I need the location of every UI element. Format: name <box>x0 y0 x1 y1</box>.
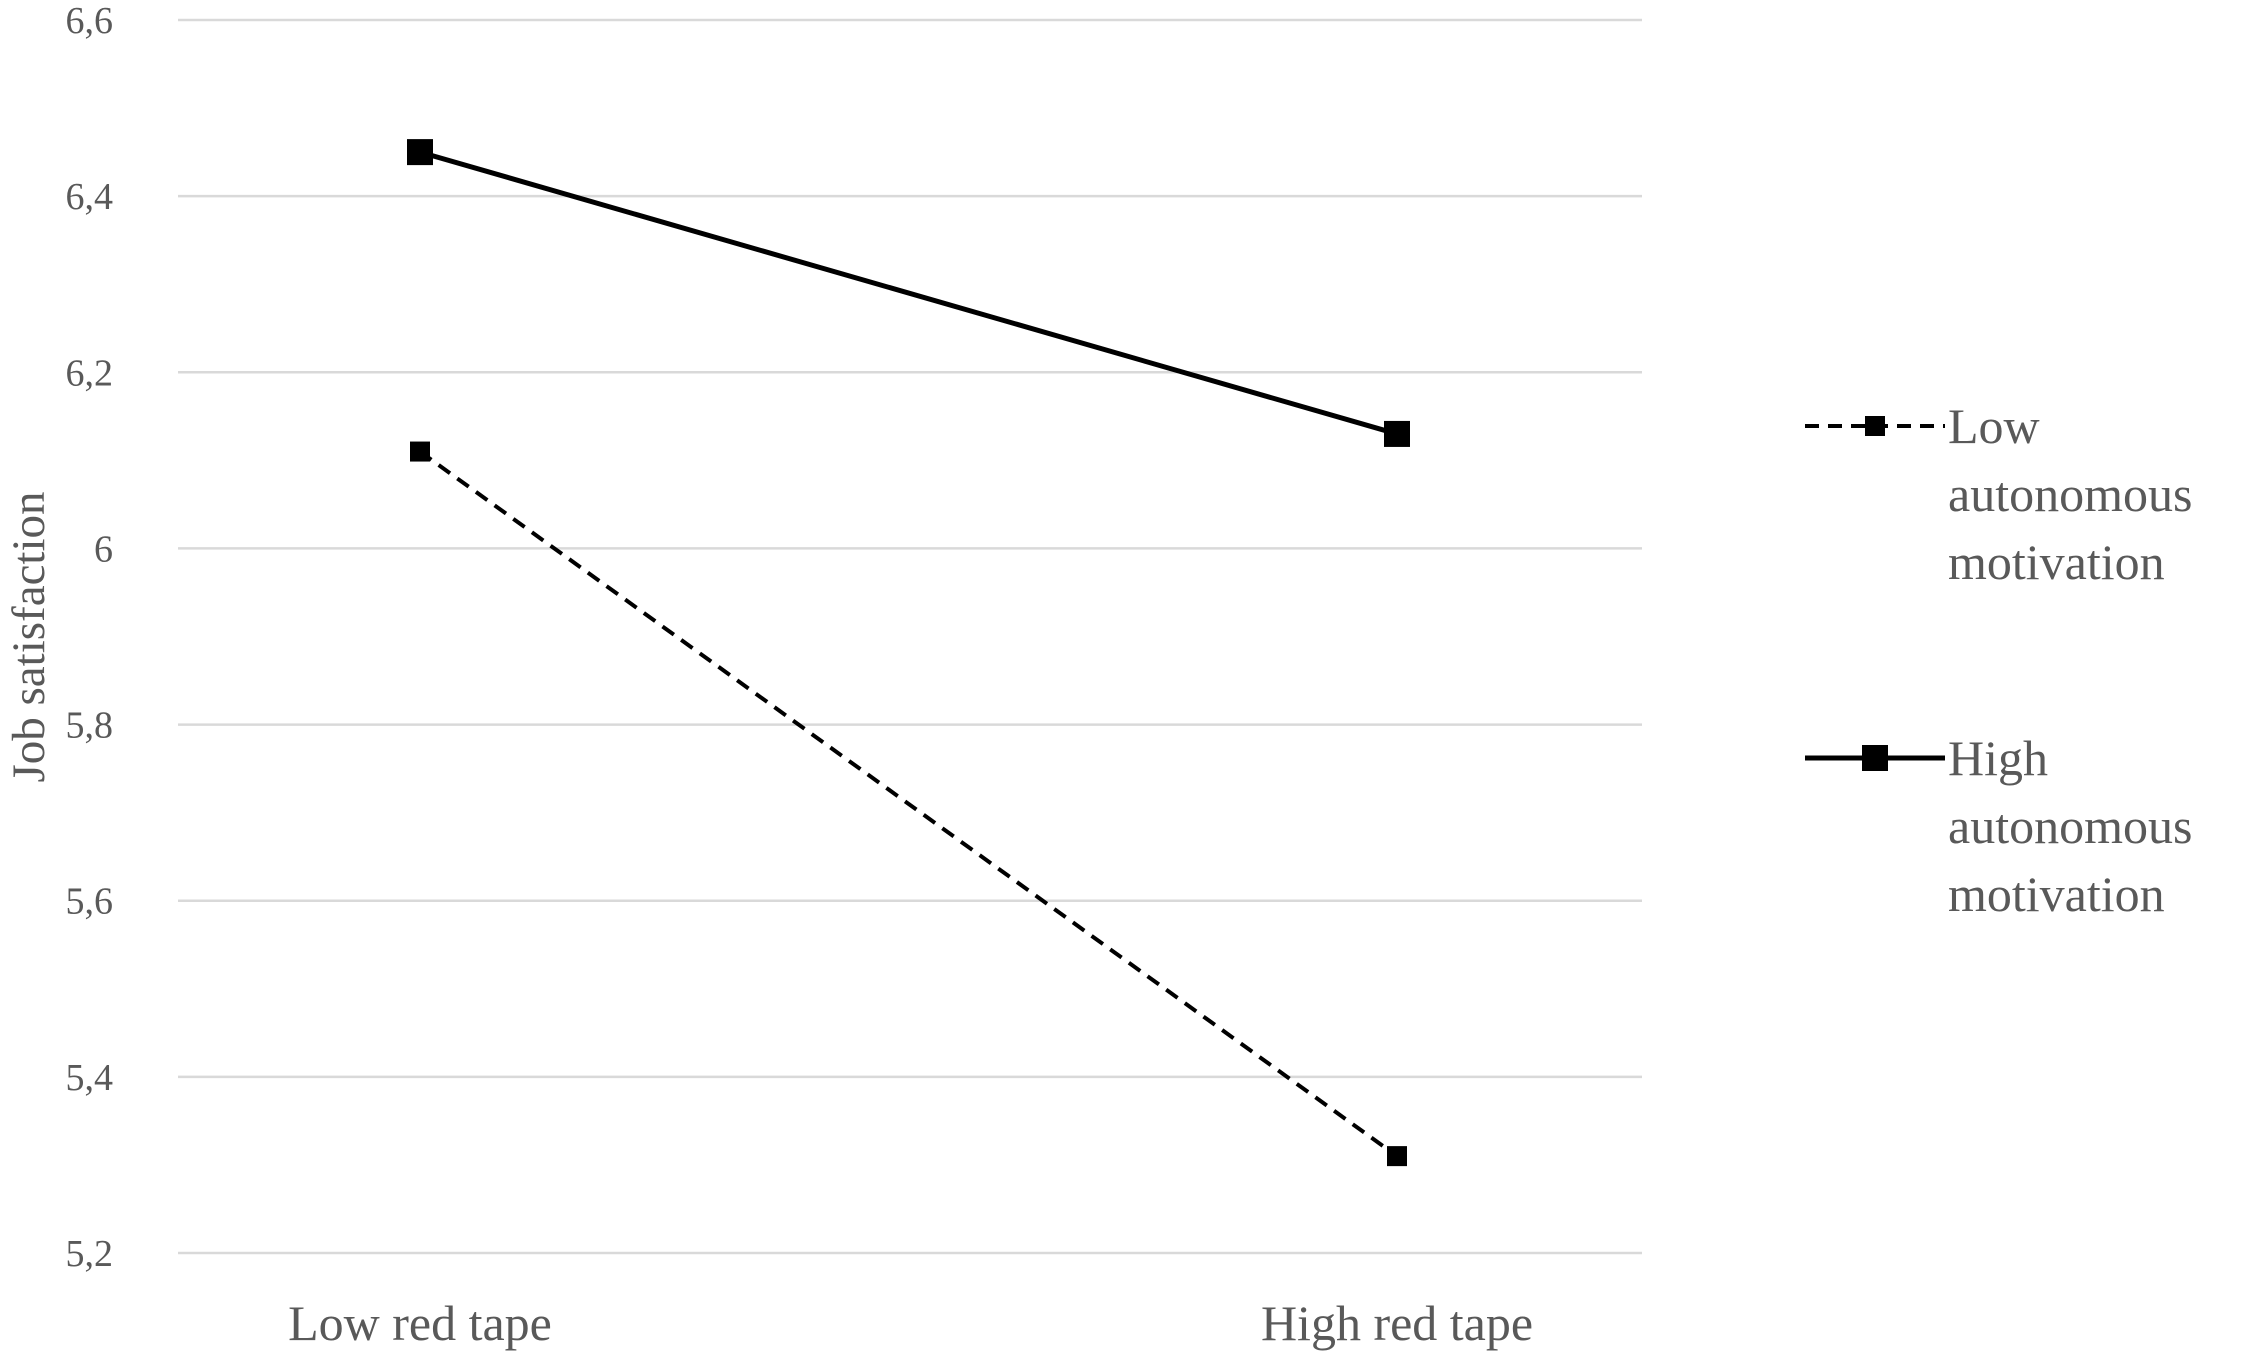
legend-label: Low <box>1948 398 2040 454</box>
legend-label: High <box>1948 730 2048 786</box>
legend-label: autonomous <box>1948 466 2192 522</box>
y-tick-label: 5,6 <box>66 881 114 923</box>
y-tick-label: 5,2 <box>66 1233 114 1275</box>
x-tick-label: Low red tape <box>288 1295 552 1351</box>
legend-label: motivation <box>1948 866 2165 922</box>
legend-item-low-autonomous-motivation: Low autonomous motivation <box>1805 398 2192 590</box>
y-tick-label: 6 <box>94 528 113 570</box>
legend-label: autonomous <box>1948 798 2192 854</box>
y-tick-label: 6,2 <box>66 352 114 394</box>
y-tick-label: 6,4 <box>66 176 114 218</box>
series-line <box>418 449 1399 1158</box>
series-high-autonomous-motivation <box>407 139 1410 447</box>
x-tick-labels: Low red tape High red tape <box>288 1295 1533 1351</box>
y-tick-label: 6,6 <box>66 0 114 42</box>
y-axis-label: Job satisfaction <box>3 491 55 782</box>
gridlines <box>178 18 1642 1255</box>
y-tick-label: 5,8 <box>66 705 114 747</box>
legend-marker <box>1862 745 1888 771</box>
y-tick-label: 5,4 <box>66 1057 114 1099</box>
x-tick-label: High red tape <box>1261 1295 1533 1351</box>
data-point-marker <box>1384 420 1410 447</box>
y-tick-labels: 5,2 5,4 5,6 5,8 6 6,2 6,4 6,6 <box>66 0 114 1275</box>
series-low-autonomous-motivation <box>410 441 1407 1167</box>
series-layer <box>407 139 1410 1167</box>
data-point-marker <box>1387 1146 1407 1167</box>
series-line <box>419 149 1398 437</box>
legend-label: motivation <box>1948 534 2165 590</box>
legend-item-high-autonomous-motivation: High autonomous motivation <box>1805 730 2192 922</box>
legend: Low autonomous motivation High autonomous mot… <box>1805 398 2192 922</box>
data-point-marker <box>410 441 430 462</box>
data-point-marker <box>407 139 433 166</box>
legend-marker <box>1865 416 1885 436</box>
